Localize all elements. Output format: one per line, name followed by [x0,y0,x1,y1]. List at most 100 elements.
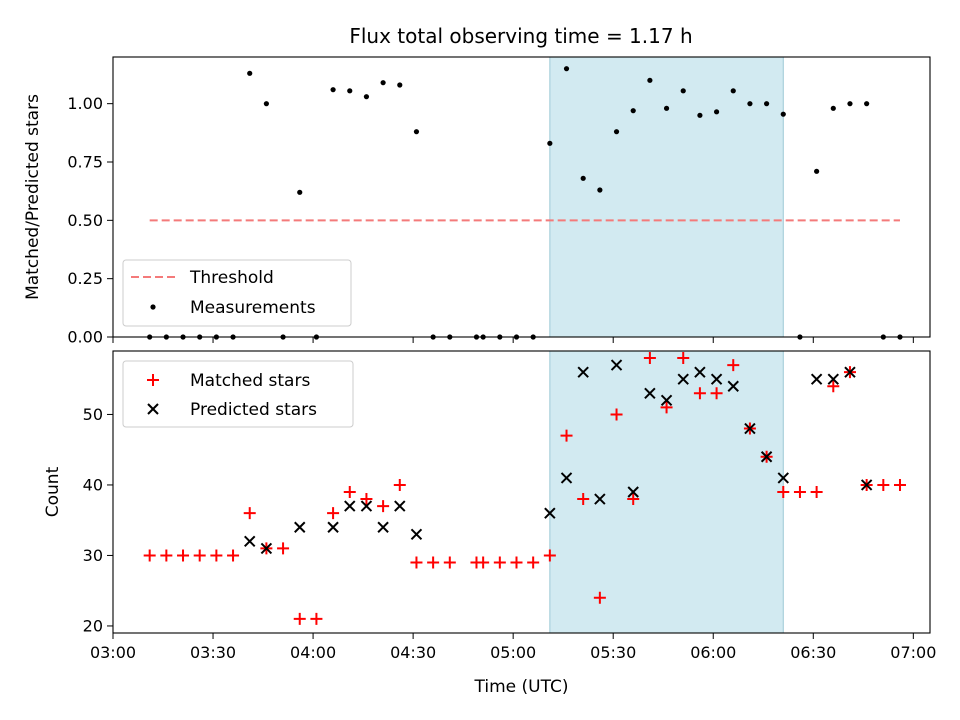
matched-star-point [727,359,740,372]
measurement-point [647,77,653,83]
x-tick-label: 07:00 [890,643,936,662]
predicted-star-point [760,451,773,463]
measurement-point [864,101,870,107]
matched-star-point [177,549,190,562]
matched-star-point [643,352,656,365]
top-x-axis-ticks [112,337,914,343]
matched-star-point [510,556,523,569]
measurement-point [347,88,353,94]
matched-star-point [593,591,606,604]
bottom-shaded-interval [549,350,784,634]
predicted-star-point [544,507,556,519]
matched-star-point [710,387,723,400]
matched-star-point [810,486,823,498]
matched-star-point [577,493,590,506]
matched-star-point [677,352,690,365]
x-tick-label: 04:00 [290,643,336,662]
matched-star-point [610,408,623,421]
measurement-point [747,101,753,107]
predicted-star-point [777,472,789,484]
top-legend-box [122,259,352,327]
predicted-star-point [810,373,823,385]
y-tick-label: 20 [83,616,103,635]
top-y-axis-ticks: 0.00 0.25 0.50 0.75 1.00 [67,94,113,347]
legend-matched-label: Matched stars [190,371,310,391]
matched-star-point [827,380,840,393]
matched-star-point [493,556,506,569]
top-axes-frame [112,56,931,338]
measurement-point [547,140,553,146]
predicted-star-point [360,500,373,512]
x-tick-label: 05:30 [590,643,636,662]
y-tick-label: 0.00 [67,328,103,347]
legend-measurements-swatch [150,304,156,310]
measurement-point [263,101,269,107]
measurement-point [713,109,720,115]
bottom-x-axis-ticks: 03:00 03:30 04:00 04:30 05:00 05:30 06:00 06:30… [90,633,936,662]
legend-threshold-label: Threshold [189,268,274,288]
predicted-star-point [627,486,639,498]
legend-measurements-label: Measurements [190,298,316,318]
bottom-x-axis-label: Time (UTC) [474,677,569,697]
predicted-star-point [644,387,656,400]
top-y-axis-label: Matched/Predicted stars [23,94,43,300]
top-legend: Threshold Measurements [122,259,352,327]
matched-star-point [660,401,673,414]
bottom-series-layer [143,352,906,625]
matched-star-point [560,429,573,442]
matched-star-point [410,556,423,569]
matched-star-point [160,549,173,562]
y-tick-label: 30 [83,546,103,565]
legend-predicted-label: Predicted stars [190,400,317,420]
matched-star-point [793,486,806,498]
top-shaded-interval [549,56,784,338]
predicted-star-point [260,542,273,555]
y-tick-label: 0.75 [67,153,103,172]
predicted-star-point [710,373,723,385]
predicted-star-point [860,479,873,491]
measurement-point [380,80,386,86]
matched-star-point [327,507,340,520]
measurement-point [247,70,253,76]
matched-star-point [193,549,206,562]
y-tick-label: 0.25 [67,269,103,288]
matched-star-point [893,478,906,491]
matched-star-point [277,542,290,555]
x-tick-label: 06:30 [790,643,836,662]
matched-star-point [543,549,556,562]
measurement-point [764,101,770,107]
matched-star-point [627,493,640,506]
predicted-star-point [560,472,573,484]
measurement-point [397,82,403,88]
matched-star-point [210,549,223,562]
y-tick-label: 50 [83,405,103,424]
measurement-point [613,129,620,135]
matched-star-point [293,612,306,625]
predicted-star-point [327,521,339,533]
predicted-star-point [394,500,406,512]
chart-title: Flux total observing time = 1.17 h [349,24,692,48]
x-tick-label: 03:30 [190,643,236,662]
matched-star-point [360,493,373,506]
measurement-point [563,66,570,72]
measurement-point [847,101,853,107]
matched-star-point [243,507,256,520]
x-tick-label: 04:30 [390,643,436,662]
measurement-point [830,105,836,111]
measurement-point [363,94,370,100]
predicted-star-point [727,380,739,392]
matched-star-point [877,478,890,491]
measurement-point [413,129,420,135]
measurement-point [580,175,586,181]
predicted-star-point [844,366,856,378]
y-tick-label: 40 [83,475,103,494]
bottom-legend-box [122,360,354,428]
predicted-star-point [610,359,623,371]
matched-star-point [693,387,706,400]
matched-star-point [227,549,240,562]
predicted-star-point [377,521,389,533]
top-panel: 0.00 0.25 0.50 0.75 1.00 Matched/Predicted s… [23,56,931,347]
matched-star-point [527,556,540,569]
x-tick-label: 05:00 [490,643,536,662]
